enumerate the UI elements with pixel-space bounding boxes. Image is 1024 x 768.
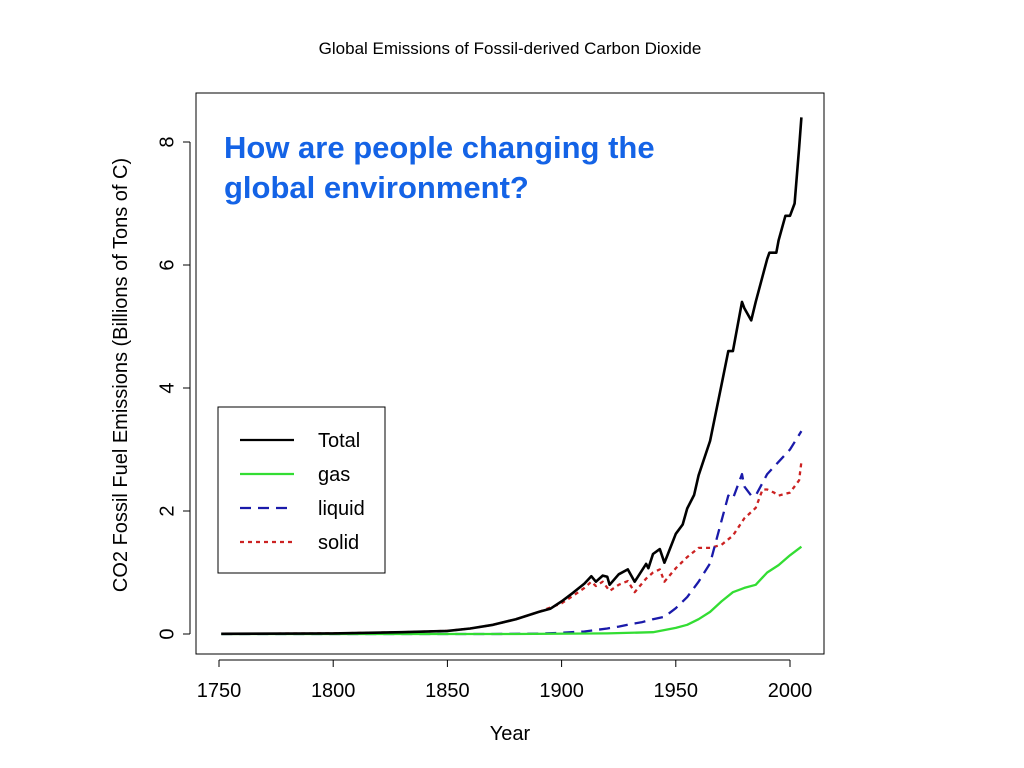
legend-label-total: Total — [318, 430, 360, 452]
x-tick-label: 1750 — [197, 680, 242, 702]
series-line-liquid — [221, 430, 803, 636]
overlay-line-1: How are people changing the — [224, 130, 655, 165]
chart-title: Global Emissions of Fossil-derived Carbo… — [319, 39, 702, 58]
legend-label-solid: solid — [318, 532, 359, 554]
x-tick-label: 1950 — [654, 680, 699, 702]
y-axis-label: CO2 Fossil Fuel Emissions (Billions of T… — [110, 158, 132, 592]
x-tick-label: 1800 — [311, 680, 356, 702]
legend: Total gas liquid solid — [217, 406, 386, 574]
y-tick-label: 2 — [156, 505, 178, 516]
y-tick-label: 6 — [156, 259, 178, 270]
legend-label-gas: gas — [318, 464, 350, 486]
series-layer — [221, 117, 803, 636]
legend-box — [217, 406, 386, 574]
y-tick-label: 4 — [156, 382, 178, 393]
x-tick-label: 2000 — [768, 680, 813, 702]
axes-layer: 1750 1800 1850 1900 1950 2000 0 2 4 6 8 — [156, 136, 812, 702]
legend-label-liquid: liquid — [318, 498, 365, 520]
y-tick-label: 8 — [156, 136, 178, 147]
overlay-line-2: global environment? — [224, 170, 529, 205]
series-line-total — [221, 117, 803, 636]
y-tick-label: 0 — [156, 628, 178, 639]
plot-frame — [195, 92, 825, 655]
x-axis-label: Year — [490, 723, 531, 745]
series-line-gas — [221, 545, 803, 636]
x-tick-label: 1900 — [539, 680, 584, 702]
overlay-question: How are people changing the global envir… — [224, 128, 744, 208]
x-tick-label: 1850 — [425, 680, 470, 702]
